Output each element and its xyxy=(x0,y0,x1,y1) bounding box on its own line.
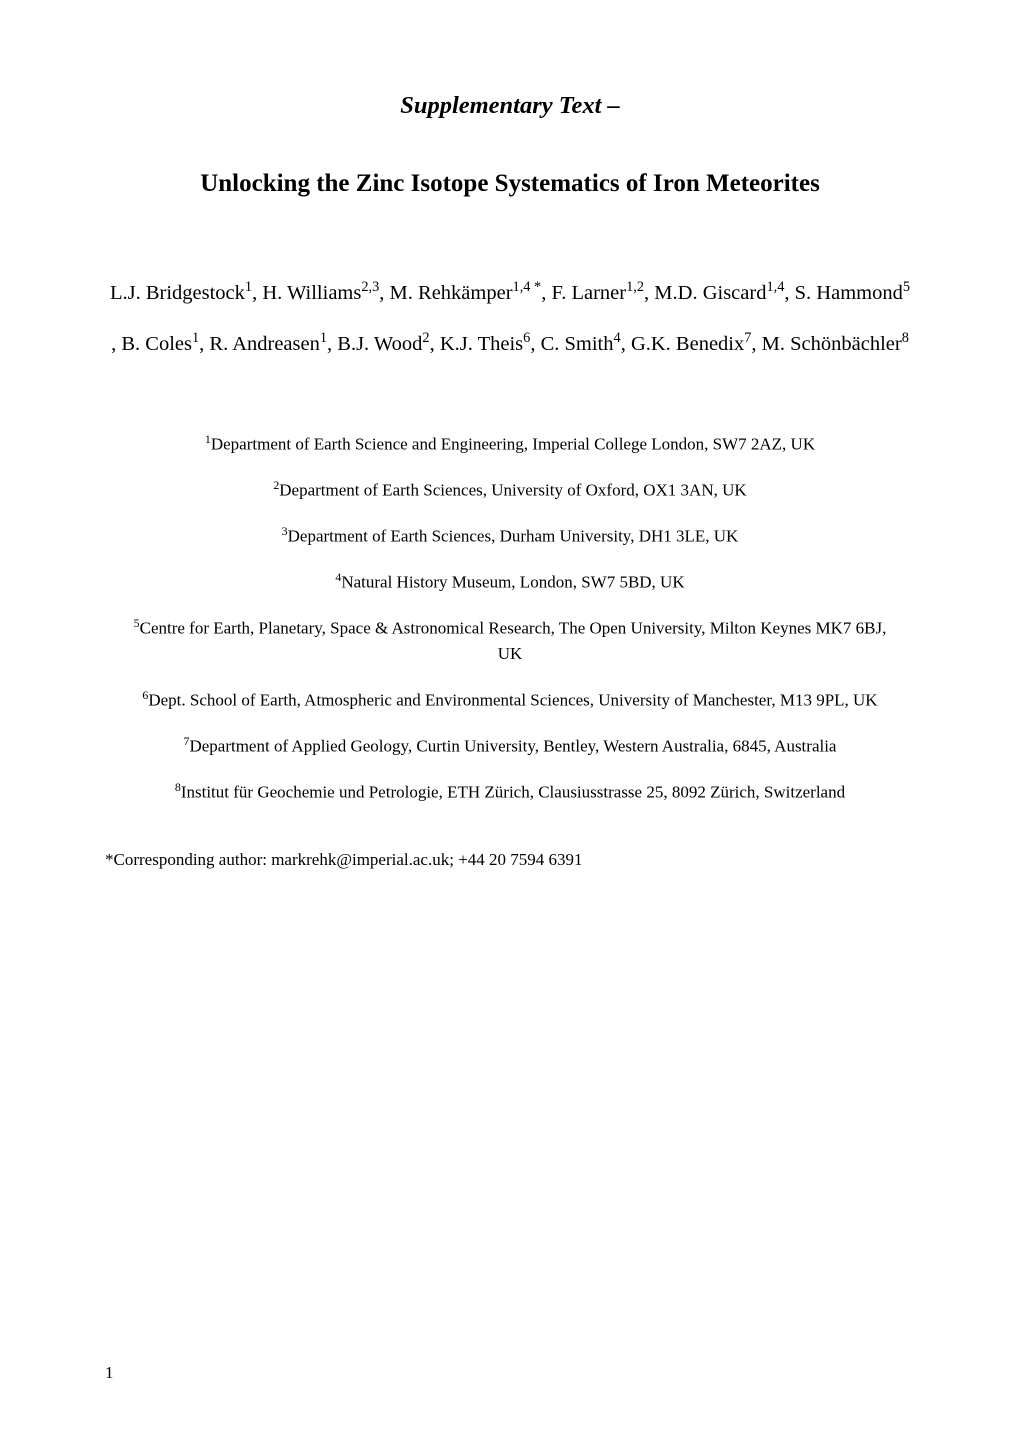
author-name: , R. Andreasen xyxy=(199,333,320,355)
affiliation-text: Dept. School of Earth, Atmospheric and E… xyxy=(148,690,877,709)
page-number: 1 xyxy=(105,1363,114,1383)
affiliations-block: 1Department of Earth Science and Enginee… xyxy=(105,431,915,806)
author-segment: , M. Rehkämper1,4 * xyxy=(379,282,541,304)
author-name: , B. Coles xyxy=(111,333,192,355)
author-name: , K.J. Theis xyxy=(430,333,524,355)
affiliation-text: Natural History Museum, London, SW7 5BD,… xyxy=(341,573,684,592)
author-name: , S. Hammond xyxy=(784,282,902,304)
author-segment: , K.J. Theis6 xyxy=(430,333,531,355)
supplementary-title: Supplementary Text – xyxy=(105,92,915,120)
author-sup: 2 xyxy=(422,330,429,346)
author-name: , M. Rehkämper xyxy=(379,282,512,304)
affiliation-line: 8Institut für Geochemie und Petrologie, … xyxy=(125,779,895,805)
main-title: Unlocking the Zinc Isotope Systematics o… xyxy=(105,170,915,198)
affiliation-line: 5Centre for Earth, Planetary, Space & As… xyxy=(125,615,895,667)
author-name: , B.J. Wood xyxy=(327,333,422,355)
affiliation-text: Department of Applied Geology, Curtin Un… xyxy=(189,737,836,756)
affiliation-text: Department of Earth Sciences, Durham Uni… xyxy=(288,526,739,545)
author-name: , M.D. Giscard xyxy=(644,282,766,304)
author-name: , F. Larner xyxy=(541,282,626,304)
author-segment: , F. Larner1,2 xyxy=(541,282,644,304)
affiliation-line: 4Natural History Museum, London, SW7 5BD… xyxy=(125,569,895,595)
author-sup: 1,2 xyxy=(626,279,644,295)
corresponding-author: *Corresponding author: markrehk@imperial… xyxy=(105,850,915,870)
affiliation-line: 1Department of Earth Science and Enginee… xyxy=(125,431,895,457)
author-name: , G.K. Benedix xyxy=(621,333,745,355)
author-name: , C. Smith xyxy=(530,333,613,355)
author-sup: 5 xyxy=(903,279,910,295)
author-segment: , H. Williams2,3 xyxy=(252,282,379,304)
author-sup: 1 xyxy=(320,330,327,346)
author-name: L.J. Bridgestock xyxy=(110,282,245,304)
affiliation-line: 3Department of Earth Sciences, Durham Un… xyxy=(125,523,895,549)
affiliation-text: Institut für Geochemie und Petrologie, E… xyxy=(181,783,845,802)
author-segment: , M. Schönbächler8 xyxy=(751,333,908,355)
author-segment: , G.K. Benedix7 xyxy=(621,333,752,355)
author-segment: , S. Hammond5 xyxy=(784,282,910,304)
affiliation-line: 6Dept. School of Earth, Atmospheric and … xyxy=(125,687,895,713)
author-sup: 1 xyxy=(245,279,252,295)
author-name: , M. Schönbächler xyxy=(751,333,901,355)
affiliation-line: 7Department of Applied Geology, Curtin U… xyxy=(125,733,895,759)
author-sup: 1,4 * xyxy=(513,279,542,295)
authors-block: L.J. Bridgestock1, H. Williams2,3, M. Re… xyxy=(105,268,915,371)
author-segment: , C. Smith4 xyxy=(530,333,620,355)
author-segment: , B. Coles1 xyxy=(111,333,199,355)
author-segment: , B.J. Wood2 xyxy=(327,333,430,355)
affiliation-text: Department of Earth Science and Engineer… xyxy=(211,434,815,453)
author-sup: 2,3 xyxy=(361,279,379,295)
affiliation-line: 2Department of Earth Sciences, Universit… xyxy=(125,477,895,503)
affiliation-text: Department of Earth Sciences, University… xyxy=(279,480,746,499)
author-segment: , R. Andreasen1 xyxy=(199,333,327,355)
author-name: , H. Williams xyxy=(252,282,361,304)
affiliation-text: Centre for Earth, Planetary, Space & Ast… xyxy=(140,619,887,664)
author-segment: , M.D. Giscard1,4 xyxy=(644,282,784,304)
author-sup: 4 xyxy=(614,330,621,346)
author-segment: L.J. Bridgestock1 xyxy=(110,282,252,304)
author-sup: 1,4 xyxy=(766,279,784,295)
author-sup: 8 xyxy=(902,330,909,346)
